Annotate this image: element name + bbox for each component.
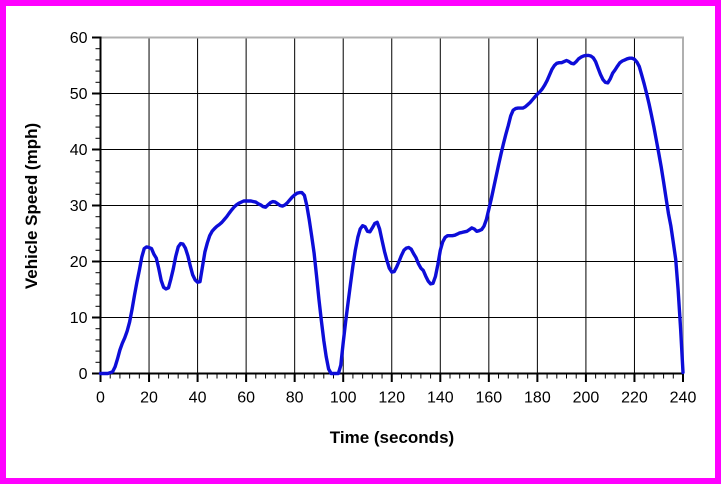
y-tick-label: 20	[70, 254, 88, 271]
y-tick-label: 0	[79, 366, 88, 383]
x-tick-label: 200	[573, 390, 600, 407]
y-tick-label: 60	[70, 30, 88, 47]
x-tick-label: 20	[140, 390, 158, 407]
x-tick-label: 180	[524, 390, 551, 407]
y-tick-label: 50	[70, 86, 88, 103]
y-axis-title: Vehicle Speed (mph)	[22, 122, 41, 290]
x-tick-label: 40	[189, 390, 207, 407]
x-tick-label: 160	[475, 390, 502, 407]
y-tick-label: 10	[70, 310, 88, 327]
x-axis-title: Time (seconds)	[329, 428, 455, 447]
x-tick-label: 240	[670, 390, 697, 407]
x-tick-label: 220	[621, 390, 648, 407]
speed-trace-line	[98, 53, 685, 376]
x-tick-label: 0	[96, 390, 105, 407]
x-tick-label: 100	[330, 390, 357, 407]
x-tick-label: 80	[286, 390, 304, 407]
x-tick-label: 140	[427, 390, 454, 407]
x-tick-label: 60	[237, 390, 255, 407]
x-tick-label: 120	[378, 390, 405, 407]
y-tick-label: 40	[70, 142, 88, 159]
y-tick-label: 30	[70, 198, 88, 215]
